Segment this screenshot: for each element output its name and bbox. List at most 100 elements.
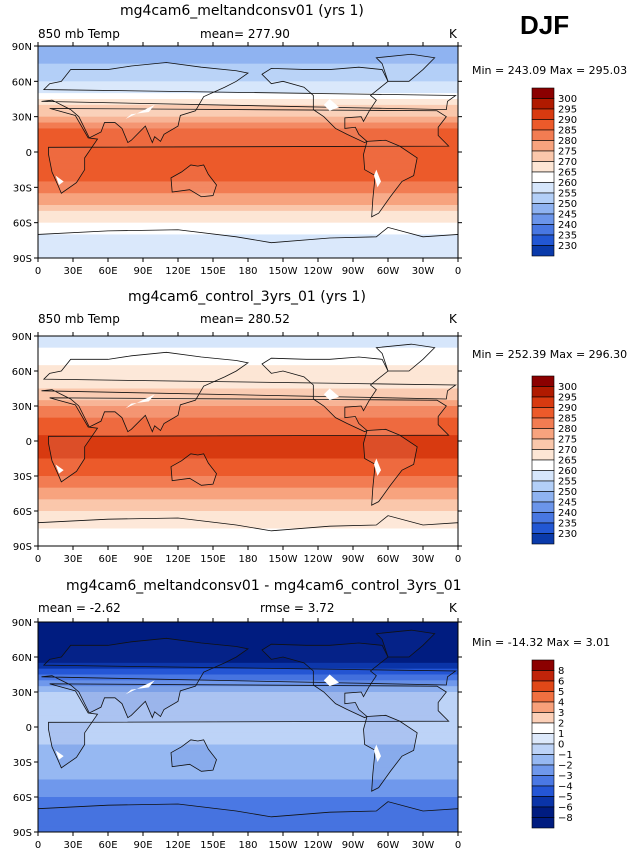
field-band bbox=[38, 347, 458, 355]
colorbar-label: 290 bbox=[558, 115, 577, 126]
colorbar-label: 5 bbox=[558, 687, 564, 698]
field-band bbox=[38, 411, 458, 419]
colorbar-label: 230 bbox=[558, 241, 577, 252]
colorbar-box bbox=[531, 754, 555, 766]
field-band bbox=[38, 46, 458, 53]
field-band bbox=[38, 499, 458, 506]
field-band bbox=[38, 87, 458, 94]
field-band bbox=[38, 476, 458, 483]
panel-1-map: 0 30E 60E 90E 120E 150E 180 150W 120W 90W 60W 30W 09… bbox=[12, 42, 577, 277]
x-tick-label: 90E bbox=[133, 266, 152, 277]
colorbar-label: 250 bbox=[558, 199, 577, 210]
colorbar-box bbox=[531, 491, 555, 503]
colorbar-label: 255 bbox=[558, 477, 577, 488]
field-band bbox=[38, 423, 458, 430]
colorbar-label: 250 bbox=[558, 487, 577, 498]
x-tick-label: 120W bbox=[304, 266, 333, 277]
field-band bbox=[38, 341, 458, 349]
field-band bbox=[38, 452, 458, 460]
field-band bbox=[38, 522, 458, 530]
x-tick-label: 0 bbox=[455, 840, 461, 851]
continent-outline bbox=[375, 343, 436, 372]
field-band bbox=[38, 134, 458, 141]
terrain-mask bbox=[323, 99, 339, 111]
x-tick-label: 120E bbox=[165, 266, 190, 277]
x-tick-label: 30W bbox=[412, 266, 435, 277]
panel-2-title: mg4cam6_control_3yrs_01 (yrs 1) bbox=[128, 289, 366, 305]
field-band bbox=[38, 773, 458, 781]
field-band bbox=[38, 721, 458, 728]
field-band bbox=[38, 336, 458, 343]
colorbar-label: 270 bbox=[558, 157, 577, 168]
field-band bbox=[38, 464, 458, 471]
colorbar-box bbox=[531, 396, 555, 408]
colorbar-box bbox=[531, 140, 555, 152]
colorbar-label: −1 bbox=[558, 750, 573, 761]
field-band bbox=[38, 756, 458, 763]
colorbar-box bbox=[531, 512, 555, 524]
field-band bbox=[38, 193, 458, 200]
panel-2-mean-label: mean= 280.52 bbox=[200, 312, 290, 326]
x-tick-label: 150W bbox=[269, 554, 298, 565]
field-band bbox=[38, 128, 458, 135]
continent-outline bbox=[363, 714, 418, 792]
colorbar-label: 265 bbox=[558, 168, 577, 179]
panel-3-mean-label: mean = -2.62 bbox=[38, 601, 121, 615]
field-band bbox=[38, 99, 458, 106]
colorbar-box bbox=[531, 817, 555, 829]
x-tick-label: 90W bbox=[342, 266, 365, 277]
panel-3-map: 0 30E 60E 90E 120E 150E 180 150W 120W 90W 60W 30W 09… bbox=[12, 618, 573, 851]
x-tick-label: 120E bbox=[165, 840, 190, 851]
x-tick-label: 60W bbox=[377, 266, 400, 277]
colorbar-label: 280 bbox=[558, 424, 577, 435]
field-band bbox=[38, 353, 458, 360]
y-tick-label: 0 bbox=[26, 723, 32, 734]
colorbar-label: 3 bbox=[558, 708, 564, 719]
field-band bbox=[38, 122, 458, 130]
field-band bbox=[38, 163, 458, 171]
panel-3-rmse-label: rmse = 3.72 bbox=[260, 601, 335, 615]
colorbar-label: 290 bbox=[558, 403, 577, 414]
field-band bbox=[38, 767, 458, 775]
field-band bbox=[38, 802, 458, 810]
colorbar-box bbox=[531, 245, 555, 257]
field-band bbox=[38, 441, 458, 448]
terrain-mask bbox=[55, 750, 64, 760]
field-band bbox=[38, 750, 458, 757]
field-band bbox=[38, 657, 458, 664]
field-band bbox=[38, 791, 458, 798]
colorbar-label: 2 bbox=[558, 719, 564, 730]
field-band bbox=[38, 797, 458, 804]
x-tick-label: 30W bbox=[412, 554, 435, 565]
colorbar-box bbox=[531, 796, 555, 808]
colorbar-box bbox=[531, 192, 555, 204]
colorbar-box bbox=[531, 449, 555, 461]
x-tick-label: 90W bbox=[342, 554, 365, 565]
colorbar-label: 0 bbox=[558, 740, 564, 751]
field-band bbox=[38, 651, 458, 658]
x-tick-label: 120W bbox=[304, 840, 333, 851]
field-band bbox=[38, 252, 458, 258]
colorbar-box bbox=[531, 129, 555, 141]
panel-3-title: mg4cam6_meltandconsv01 - mg4cam6_control… bbox=[66, 578, 462, 594]
field-band bbox=[38, 727, 458, 734]
field-band bbox=[38, 826, 458, 832]
field-band bbox=[38, 680, 458, 687]
continent-outline bbox=[170, 739, 217, 772]
y-tick-label: 0 bbox=[26, 148, 32, 159]
field-band bbox=[38, 779, 458, 786]
colorbar-box bbox=[531, 203, 555, 215]
field-band bbox=[38, 446, 458, 454]
y-tick-label: 30S bbox=[13, 472, 32, 483]
colorbar-box bbox=[531, 213, 555, 225]
x-tick-label: 0 bbox=[35, 840, 41, 851]
field-band bbox=[38, 240, 458, 247]
field-band bbox=[38, 181, 458, 188]
y-tick-label: 60N bbox=[12, 367, 32, 378]
colorbar-label: 4 bbox=[558, 698, 564, 709]
field-band bbox=[38, 222, 458, 230]
x-tick-label: 30E bbox=[63, 840, 82, 851]
continent-outline bbox=[41, 351, 457, 433]
continent-outline bbox=[170, 164, 217, 198]
field-band bbox=[38, 365, 458, 372]
